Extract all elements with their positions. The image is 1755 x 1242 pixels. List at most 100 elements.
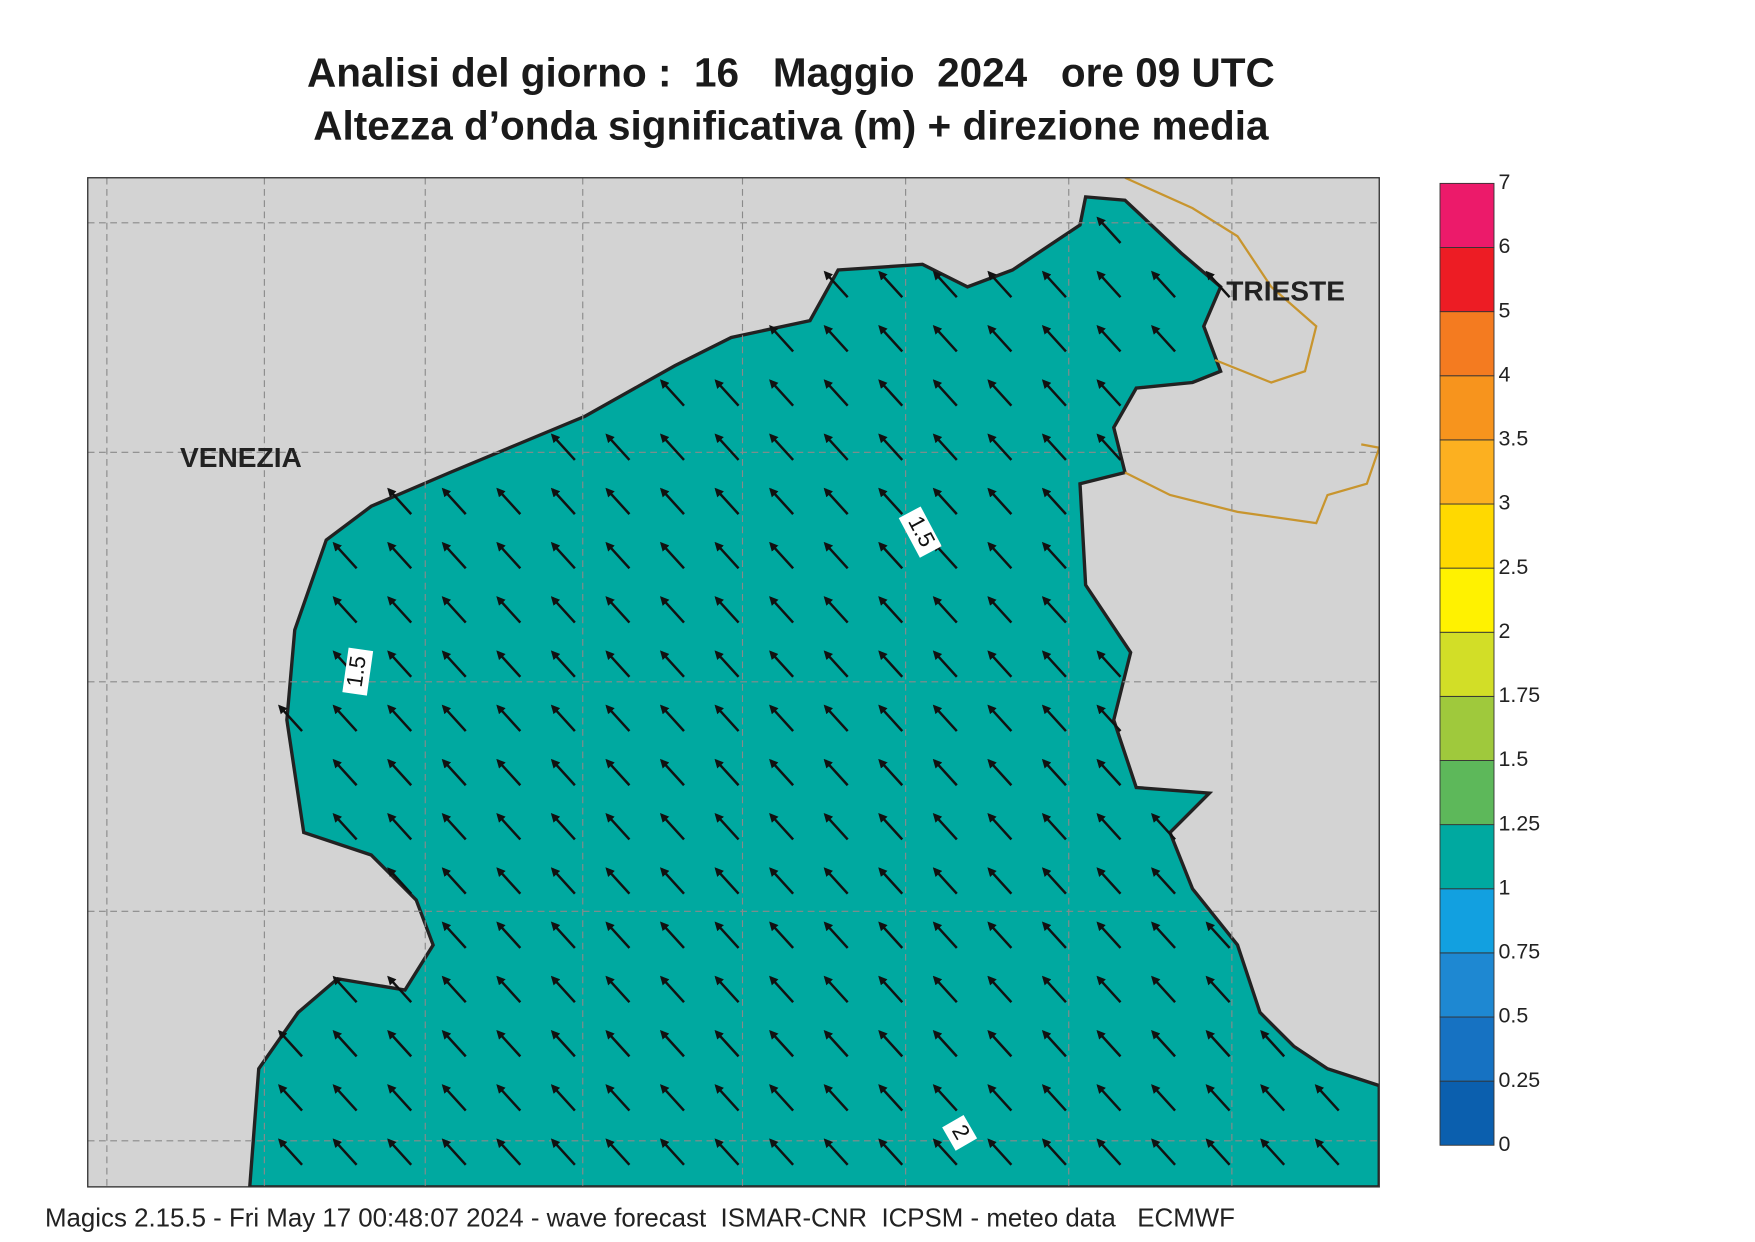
colorbar-label: 4 bbox=[1499, 362, 1511, 386]
arrow bbox=[441, 596, 467, 624]
arrow bbox=[932, 1029, 958, 1058]
arrow bbox=[1314, 1138, 1340, 1166]
arrow bbox=[1041, 379, 1067, 407]
arrow bbox=[823, 596, 849, 624]
arrow bbox=[714, 541, 740, 570]
arrow bbox=[1096, 975, 1122, 1003]
arrow bbox=[332, 1029, 358, 1058]
arrow bbox=[496, 704, 522, 732]
colorbar-label: 1.25 bbox=[1499, 811, 1541, 835]
arrow bbox=[823, 487, 849, 515]
arrow bbox=[332, 596, 358, 624]
arrow bbox=[932, 379, 958, 407]
arrow bbox=[659, 379, 685, 407]
arrow bbox=[550, 921, 576, 949]
arrow bbox=[332, 758, 358, 787]
arrow bbox=[1096, 921, 1122, 949]
arrow bbox=[441, 921, 467, 949]
arrow bbox=[987, 975, 1013, 1003]
arrow bbox=[878, 1138, 904, 1166]
colorbar-label: 2 bbox=[1499, 619, 1511, 643]
arrow bbox=[1041, 813, 1067, 841]
arrow bbox=[769, 704, 795, 732]
arrow bbox=[332, 704, 358, 732]
arrow bbox=[1096, 650, 1122, 678]
arrow bbox=[387, 596, 413, 624]
arrow bbox=[605, 650, 631, 678]
arrow bbox=[932, 921, 958, 949]
arrow bbox=[987, 704, 1013, 732]
arrow bbox=[1041, 1084, 1067, 1112]
arrow bbox=[769, 1138, 795, 1166]
arrow bbox=[823, 867, 849, 895]
arrow bbox=[823, 758, 849, 787]
arrow bbox=[1096, 704, 1122, 732]
arrow bbox=[550, 650, 576, 678]
arrow bbox=[1151, 813, 1176, 841]
arrow bbox=[1041, 596, 1067, 624]
arrow bbox=[659, 596, 685, 624]
arrow bbox=[1096, 1084, 1122, 1112]
colorbar-label: 0 bbox=[1499, 1132, 1511, 1156]
colorbar-box bbox=[1439, 952, 1495, 1018]
arrow bbox=[332, 1138, 358, 1166]
arrow bbox=[769, 813, 795, 841]
arrow bbox=[714, 1084, 740, 1112]
arrow bbox=[1096, 758, 1122, 787]
arrow bbox=[769, 758, 795, 787]
arrow bbox=[441, 487, 467, 515]
arrow bbox=[769, 487, 795, 515]
arrow bbox=[441, 650, 467, 678]
arrow bbox=[1260, 1084, 1286, 1112]
arrow bbox=[550, 1084, 576, 1112]
arrow bbox=[1151, 325, 1176, 353]
colorbar-label: 3.5 bbox=[1499, 427, 1529, 451]
arrow bbox=[659, 921, 685, 949]
arrow bbox=[278, 1138, 303, 1166]
arrow bbox=[659, 758, 685, 787]
arrow bbox=[550, 433, 576, 461]
arrow bbox=[714, 596, 740, 624]
colorbar-box bbox=[1439, 311, 1495, 377]
colorbar-label: 1.5 bbox=[1499, 747, 1529, 771]
arrow bbox=[932, 1138, 958, 1166]
colorbar-label: 0.5 bbox=[1499, 1004, 1529, 1028]
arrow bbox=[932, 596, 958, 624]
arrow bbox=[987, 433, 1013, 461]
arrow bbox=[987, 487, 1013, 515]
arrow bbox=[496, 975, 522, 1003]
arrow bbox=[1096, 433, 1122, 461]
arrow bbox=[387, 704, 413, 732]
arrow bbox=[932, 433, 958, 461]
arrow bbox=[1151, 921, 1176, 949]
arrow bbox=[332, 1084, 358, 1112]
arrow bbox=[1314, 1084, 1340, 1112]
arrow bbox=[932, 867, 958, 895]
arrow bbox=[550, 1029, 576, 1058]
arrow bbox=[550, 704, 576, 732]
arrow bbox=[1096, 867, 1122, 895]
arrow bbox=[605, 813, 631, 841]
arrow bbox=[496, 867, 522, 895]
arrow bbox=[605, 704, 631, 732]
arrow bbox=[769, 541, 795, 570]
colorbar-box bbox=[1439, 567, 1495, 633]
arrow bbox=[769, 1084, 795, 1112]
map: 1.5 1.5 2 VENEZIA TRIESTE bbox=[87, 177, 1380, 1187]
arrow bbox=[659, 1029, 685, 1058]
arrow bbox=[441, 1138, 467, 1166]
arrow bbox=[1096, 216, 1122, 244]
arrow bbox=[1096, 813, 1122, 841]
arrow bbox=[387, 1084, 413, 1112]
arrow bbox=[1096, 1029, 1122, 1058]
arrow bbox=[878, 758, 904, 787]
arrow bbox=[1205, 270, 1231, 299]
graticule bbox=[87, 177, 1380, 1187]
colorbar-box bbox=[1439, 760, 1495, 826]
arrow bbox=[769, 1029, 795, 1058]
arrow bbox=[987, 596, 1013, 624]
arrow bbox=[878, 975, 904, 1003]
colorbar: 0 0.25 0.5 0.75 1 1.25 1.5 1.75 2 2.5 3 3.5 4 5 6 7 bbox=[1439, 170, 1541, 1156]
arrow bbox=[932, 1084, 958, 1112]
arrow bbox=[659, 1138, 685, 1166]
